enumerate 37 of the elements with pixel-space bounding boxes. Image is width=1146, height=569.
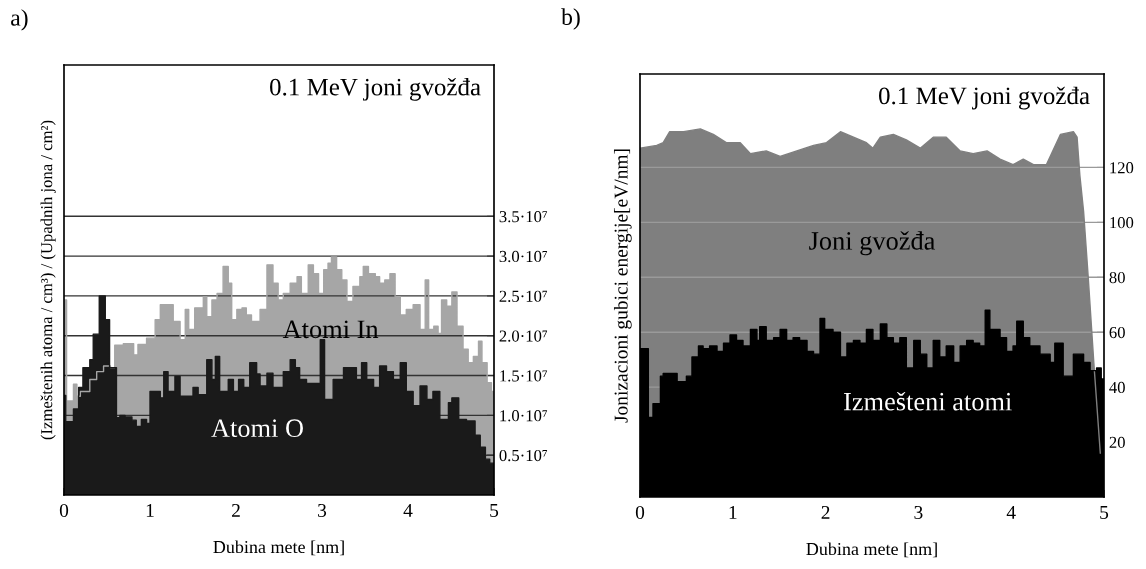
x-axis-title: Dubina mete [nm]: [213, 540, 344, 556]
text: b): [561, 8, 580, 30]
y-tick-label: 0.5·10⁷: [499, 449, 548, 462]
x-tick-label: 1: [146, 503, 154, 517]
x-tick-label: 5: [1100, 506, 1109, 520]
y-tick-label: 3.0·10⁷: [499, 250, 548, 263]
y-tick-label: 80: [1109, 271, 1125, 284]
x-axis-title: Dubina mete [nm]: [806, 542, 937, 558]
y-tick-label: 1.0·10⁷: [500, 410, 548, 422]
series-label: Atomi O: [211, 419, 303, 438]
y-tick-label: 1.5·10⁷: [500, 370, 548, 382]
y-tick-label: 2.0·10⁷: [499, 330, 548, 342]
y-tick-label: 60: [1109, 326, 1125, 339]
x-tick-label: 0: [59, 503, 69, 518]
x-tick-label: 4: [1006, 506, 1016, 519]
x-tick-label: 1: [729, 505, 737, 519]
x-tick-label: 2: [821, 505, 830, 519]
x-tick-label: 3: [318, 503, 327, 518]
series-label: Atomi In: [282, 320, 379, 339]
y-axis-title: (Izmeštenih atoma / cm³) / (Upadnih jona / cm²): [40, 120, 56, 440]
x-tick-label: 0: [635, 505, 645, 520]
y-tick-label: 40: [1109, 381, 1125, 394]
y-tick-label: 20: [1109, 436, 1125, 449]
y-tick-label: 100: [1110, 217, 1134, 229]
text: a): [11, 9, 28, 31]
y-tick-label: 3.5·10⁷: [499, 211, 548, 223]
y-axis-title: Jonizacioni gubici energije[eV/nm]: [613, 149, 632, 423]
x-tick-label: 5: [490, 504, 499, 518]
y-tick-label: 120: [1110, 162, 1134, 174]
x-tick-label: 4: [403, 504, 413, 517]
x-tick-label: 3: [914, 505, 923, 520]
series-label: Joni gvožđa: [809, 231, 936, 256]
y-tick-label: 2.5·10⁷: [499, 290, 548, 302]
x-tick-label: 2: [231, 503, 240, 517]
chart-title: 0.1 MeV joni gvožđa: [879, 86, 1090, 110]
series-label: Izmešteni atomi: [843, 391, 1012, 411]
chart-title: 0.1 MeV joni gvožđa: [270, 77, 481, 101]
